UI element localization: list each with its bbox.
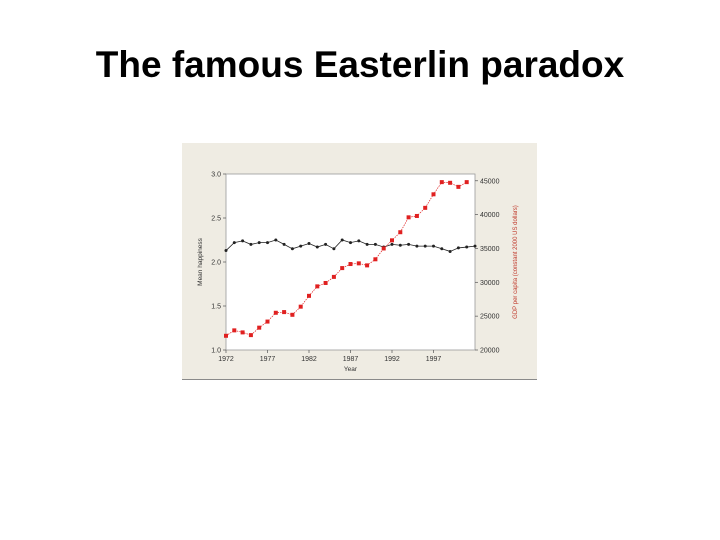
gdp-point xyxy=(439,180,444,185)
happiness-point xyxy=(407,242,411,246)
happiness-point xyxy=(415,244,419,248)
happiness-point xyxy=(465,245,469,249)
gdp-point xyxy=(265,319,270,324)
happiness-point xyxy=(307,242,311,246)
slide-title: The famous Easterlin paradox xyxy=(95,44,625,85)
gdp-point xyxy=(348,262,353,267)
happiness-point xyxy=(315,245,319,249)
right-y-tick-label: 25000 xyxy=(480,314,500,321)
happiness-point xyxy=(440,247,444,251)
happiness-point xyxy=(473,244,477,248)
gdp-point xyxy=(282,310,287,315)
happiness-point xyxy=(456,246,460,250)
gdp-point xyxy=(398,230,403,235)
happiness-point xyxy=(448,249,452,253)
gdp-point xyxy=(248,333,253,338)
happiness-point xyxy=(349,241,352,245)
right-y-tick-label: 35000 xyxy=(480,246,500,253)
gdp-point xyxy=(298,304,303,309)
happiness-point xyxy=(249,242,253,246)
chart-frame: 1972 1977 1982 1987 1992 1997 1.0 1.5 2.0 2.5 3.0 2… xyxy=(182,143,537,380)
gdp-point xyxy=(390,238,394,243)
right-y-axis-title: GDP per capita (constant 2000 US dollars… xyxy=(513,205,519,319)
gdp-point xyxy=(406,215,411,220)
happiness-point xyxy=(257,241,261,245)
right-y-tick-label: 30000 xyxy=(480,280,500,287)
happiness-point xyxy=(432,244,435,248)
gdp-point xyxy=(423,205,428,210)
happiness-point xyxy=(365,242,369,246)
x-tick-label: 1992 xyxy=(384,356,400,363)
gdp-point xyxy=(273,310,278,315)
right-y-tick-label: 40000 xyxy=(480,212,500,219)
happiness-point xyxy=(274,238,278,242)
happiness-point xyxy=(373,242,377,246)
happiness-point xyxy=(299,244,303,248)
x-axis-title: Year xyxy=(344,366,358,373)
happiness-point xyxy=(232,241,236,245)
x-tick-label: 1997 xyxy=(426,356,442,363)
happiness-point xyxy=(332,247,336,251)
gdp-point xyxy=(240,330,245,335)
gdp-point xyxy=(331,274,336,279)
happiness-point xyxy=(423,244,427,248)
gdp-point xyxy=(257,325,262,330)
x-tick-label: 1972 xyxy=(218,356,234,363)
happiness-point xyxy=(324,242,328,246)
left-y-tick-label: 2.0 xyxy=(211,260,221,267)
plot-area xyxy=(225,173,476,351)
right-y-tick-label: 45000 xyxy=(480,178,500,185)
gdp-point xyxy=(431,192,436,197)
gdp-point xyxy=(307,293,311,298)
gdp-point xyxy=(414,213,419,218)
happiness-point xyxy=(357,239,361,243)
gdp-point xyxy=(340,266,345,271)
left-y-tick-label: 3.0 xyxy=(211,172,221,179)
happiness-point xyxy=(398,243,402,247)
gdp-point xyxy=(356,261,361,266)
gdp-point xyxy=(464,180,469,185)
gdp-point xyxy=(456,184,461,189)
gdp-point xyxy=(290,312,295,317)
happiness-point xyxy=(282,242,286,246)
gdp-point xyxy=(365,263,370,268)
gdp-point xyxy=(323,280,328,285)
happiness-point xyxy=(290,247,294,251)
left-y-tick-label: 1.5 xyxy=(211,304,221,311)
x-tick-label: 1977 xyxy=(260,356,276,363)
happiness-point xyxy=(390,242,394,246)
left-y-axis-title: Mean happiness xyxy=(197,237,204,285)
right-y-tick-label: 20000 xyxy=(480,348,500,355)
gdp-point xyxy=(448,180,453,185)
x-tick-label: 1982 xyxy=(301,356,317,363)
gdp-point xyxy=(373,257,378,262)
series-line-gdp xyxy=(225,181,467,337)
gdp-point xyxy=(224,333,228,338)
happiness-point xyxy=(241,239,245,243)
happiness-point xyxy=(266,241,269,245)
dual-axis-line-chart: 1972 1977 1982 1987 1992 1997 1.0 1.5 2.0 2.5 3.0 2… xyxy=(197,172,519,374)
left-y-tick-label: 2.5 xyxy=(211,216,221,223)
gdp-point xyxy=(315,284,320,289)
happiness-point xyxy=(224,249,228,253)
gdp-point xyxy=(381,246,386,251)
happiness-point xyxy=(340,238,344,242)
gdp-point xyxy=(232,328,237,333)
left-y-tick-label: 1.0 xyxy=(211,348,221,355)
x-tick-label: 1987 xyxy=(343,356,359,363)
